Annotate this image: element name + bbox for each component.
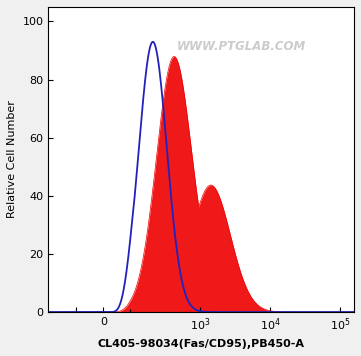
Text: WWW.PTGLAB.COM: WWW.PTGLAB.COM — [176, 40, 305, 53]
X-axis label: CL405-98034(Fas/CD95),PB450-A: CL405-98034(Fas/CD95),PB450-A — [98, 339, 305, 349]
Y-axis label: Relative Cell Number: Relative Cell Number — [7, 100, 17, 219]
